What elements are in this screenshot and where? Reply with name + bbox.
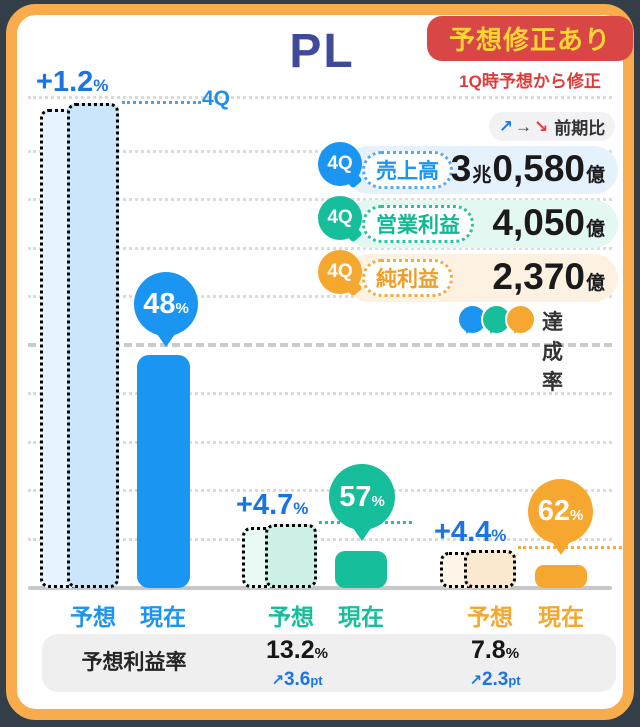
margin-digits: 7.8 (470, 636, 506, 664)
x-axis-baseline (28, 586, 612, 590)
axis-label-forecast-sales: 予想 (70, 604, 116, 630)
achievement-bubble-sales: 48% (134, 272, 198, 347)
margin-digits: 13.2 (265, 636, 315, 664)
revision-value: +1.2 (36, 66, 94, 98)
metric-name-sales: 売上高 (362, 151, 453, 189)
margin-table (42, 634, 616, 692)
bar-current-net (535, 565, 587, 588)
value-digits: 0,580 (492, 148, 585, 189)
revision-note: 1Q時予想から修正 (459, 72, 601, 91)
gridline (28, 247, 612, 250)
delta-unit: pt (310, 673, 323, 688)
achievement-bubble-net: 62% (528, 479, 593, 555)
prev-period-legend: ↗ → ↘ 前期比 (489, 112, 615, 141)
bar-forecast-sales (67, 103, 119, 588)
margin-value: 7.8% (430, 636, 560, 668)
up-arrow-icon: ↗ (469, 672, 482, 689)
gridline (28, 150, 612, 153)
bar-current-operating (335, 551, 387, 588)
value-unit: 兆 (472, 165, 492, 186)
revision-label-operating: +4.7% (236, 489, 308, 522)
bar-current-sales (137, 355, 190, 588)
quarter-label: 4Q (327, 207, 353, 228)
margin-delta: ↗3.6pt (232, 668, 362, 693)
revision-unit: % (93, 76, 109, 95)
quarter-label: 4Q (327, 153, 353, 174)
gridline (28, 96, 612, 99)
margin-cell-net: 7.8% ↗2.3pt (430, 636, 560, 693)
revision-label-net: +4.4% (434, 516, 506, 549)
flat-arrow-icon: → (515, 116, 532, 136)
achievement-unit: % (569, 507, 584, 524)
achievement-value: 62 (537, 495, 570, 527)
delta-unit: pt (508, 673, 521, 688)
revision-badge-label: 予想修正あり (448, 25, 611, 55)
revision-value: +4.7 (236, 489, 294, 521)
bubble-tail-icon (551, 542, 570, 555)
achievement-unit: % (371, 492, 385, 510)
gridline (28, 392, 612, 395)
metric-value-net: 2,370億 (492, 254, 606, 302)
revision-label-sales: +1.2% (36, 66, 108, 99)
value-unit: 億 (585, 165, 605, 186)
metric-value-sales: 3兆0,580億 (451, 146, 606, 194)
delta-digits: 2.3 (481, 669, 509, 690)
prev-period-label: 前期比 (554, 119, 606, 138)
revision-unit: % (293, 499, 309, 518)
quarter-bubble-operating: 4Q (318, 196, 362, 240)
bar-forecast-operating (265, 524, 317, 588)
metric-name-net: 純利益 (362, 259, 453, 297)
margin-unit: % (505, 645, 520, 662)
gridline (28, 198, 612, 201)
down-arrow-icon: ↘ (534, 116, 549, 136)
gridline (28, 295, 612, 298)
quarter-bubble-sales: 4Q (318, 142, 362, 186)
page-title: PL (289, 25, 355, 78)
quarter-bubble-net: 4Q (318, 250, 362, 294)
achievement-value: 57 (339, 480, 372, 513)
axis-label-current-net: 現在 (538, 604, 584, 630)
bubble-tail-icon (157, 334, 175, 347)
axis-label-current-sales: 現在 (140, 604, 186, 630)
fifty-percent-gridline (28, 343, 612, 347)
forecast-leader-line-net (518, 546, 622, 549)
gridline (28, 441, 612, 444)
quarter-label: 4Q (327, 261, 353, 282)
axis-label-forecast-operating: 予想 (268, 604, 314, 630)
axis-label-forecast-net: 予想 (467, 604, 513, 630)
value-unit: 億 (585, 273, 605, 294)
up-arrow-icon: ↗ (271, 672, 284, 689)
gridline (28, 489, 612, 492)
bar-forecast-net (464, 550, 516, 588)
margin-cell-operating: 13.2% ↗3.6pt (232, 636, 362, 693)
leader-label-4q: 4Q (202, 87, 231, 110)
delta-digits: 3.6 (283, 669, 311, 690)
value-digits: 3 (450, 148, 472, 189)
achievement-bubble-operating: 57% (329, 464, 395, 541)
revision-value: +4.4 (434, 516, 492, 548)
value-unit: 億 (585, 219, 605, 240)
up-arrow-icon: ↗ (498, 116, 513, 136)
margin-delta: ↗2.3pt (430, 668, 560, 693)
achievement-unit: % (175, 299, 189, 317)
axis-label-current-operating: 現在 (338, 604, 384, 630)
achievement-value: 48 (143, 287, 176, 320)
value-digits: 4,050 (492, 202, 585, 243)
forecast-leader-line-sales (122, 101, 201, 104)
gridline (28, 538, 612, 541)
achievement-legend-label: 達成率 (542, 311, 563, 394)
value-digits: 2,370 (492, 256, 585, 297)
margin-table-header: 予想利益率 (81, 651, 187, 674)
metric-name-operating: 営業利益 (362, 205, 474, 243)
legend-bubble-orange-icon (505, 304, 536, 335)
bubble-tail-icon (353, 528, 371, 541)
revision-unit: % (491, 526, 507, 545)
margin-value: 13.2% (232, 636, 362, 668)
revision-badge: 予想修正あり (427, 16, 633, 61)
metric-value-operating: 4,050億 (492, 200, 606, 248)
margin-unit: % (314, 645, 328, 662)
